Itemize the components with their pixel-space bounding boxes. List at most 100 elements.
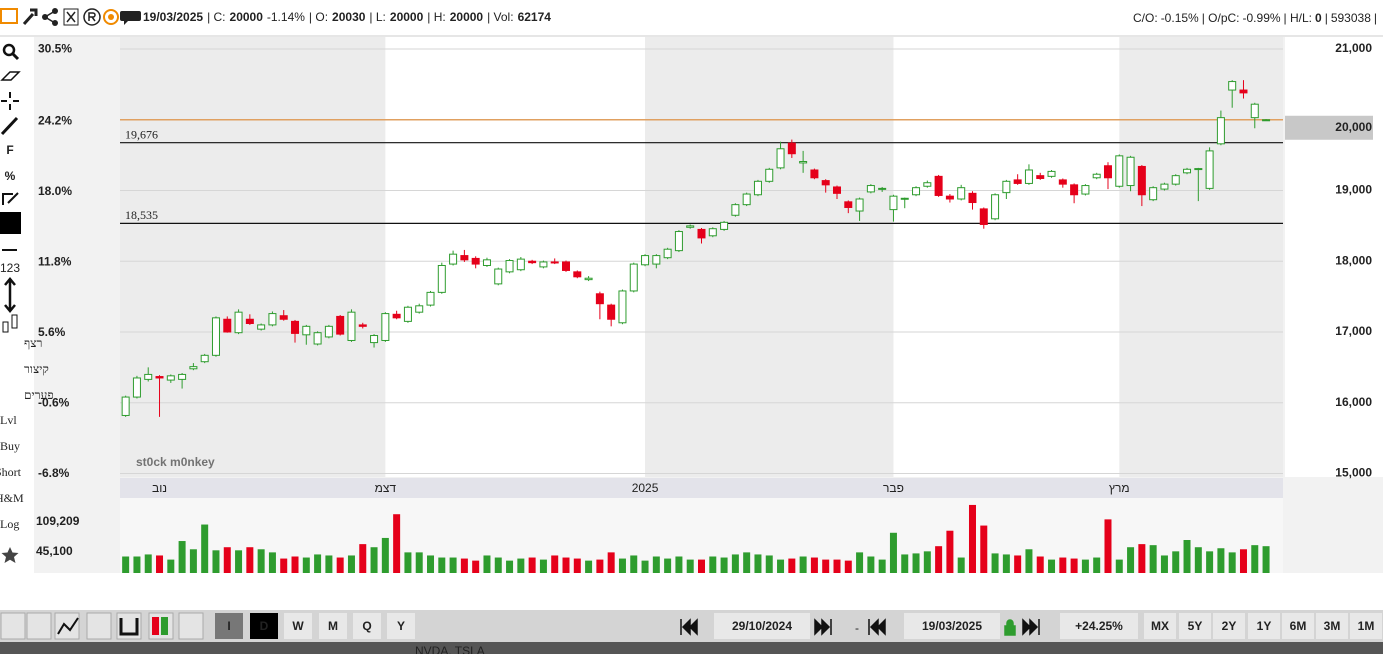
period-button[interactable] — [353, 613, 381, 639]
span-button[interactable] — [1179, 613, 1211, 639]
span-label[interactable]: 5Y — [1188, 619, 1203, 633]
watermark: st0ck m0nkey — [136, 455, 215, 469]
chat-icon[interactable] — [120, 11, 141, 25]
period-button[interactable] — [250, 613, 278, 639]
span-button[interactable] — [1213, 613, 1245, 639]
header-item: 20000 — [230, 10, 264, 24]
to-date[interactable]: 19/03/2025 — [922, 619, 982, 633]
span-label[interactable]: 2Y — [1222, 619, 1237, 633]
candle-body — [358, 324, 367, 327]
tool-label[interactable]: % — [5, 169, 16, 183]
span-label[interactable]: 1M — [1358, 619, 1375, 633]
volume-bar — [427, 555, 435, 573]
vertical-arrow-icon[interactable] — [4, 277, 16, 313]
nav-first[interactable] — [680, 618, 698, 636]
from-box[interactable] — [714, 613, 810, 639]
record-icon[interactable] — [103, 9, 119, 25]
candle-body — [731, 204, 740, 216]
nav-last[interactable] — [1022, 618, 1040, 636]
period-label[interactable]: M — [328, 619, 338, 633]
volume-bar — [291, 556, 299, 573]
tool-label[interactable]: F — [6, 143, 13, 157]
tool-label[interactable]: Short — [0, 465, 22, 479]
candle-body — [957, 187, 966, 200]
candle-body — [1205, 150, 1214, 189]
candle-body — [223, 318, 232, 333]
lock-icon[interactable] — [1004, 619, 1016, 636]
candle-body — [1126, 156, 1135, 187]
volume-bar — [1239, 549, 1247, 573]
candle-body — [776, 148, 785, 169]
tool-label[interactable]: רצף — [24, 336, 42, 350]
span-button[interactable] — [1350, 613, 1382, 639]
candle-body — [121, 396, 130, 416]
span-button[interactable] — [1248, 613, 1280, 639]
period-label[interactable]: Q — [362, 619, 371, 633]
header-stat: -0.99% — [1243, 11, 1281, 25]
line-tool-icon[interactable] — [0, 116, 19, 136]
tool-label[interactable]: H&M — [0, 491, 24, 505]
to-box[interactable] — [904, 613, 1000, 639]
volume-bar — [122, 556, 130, 573]
share-icon[interactable] — [42, 8, 58, 26]
volume-bar — [302, 557, 310, 573]
period-label[interactable]: D — [260, 619, 269, 633]
menu-icon[interactable] — [0, 8, 18, 24]
candle-icon[interactable] — [2, 314, 18, 333]
candle-body — [336, 315, 345, 335]
period-label[interactable]: W — [292, 619, 304, 633]
span-button[interactable] — [1316, 613, 1348, 639]
period-label[interactable]: Y — [397, 619, 405, 633]
period-button[interactable] — [387, 613, 415, 639]
tool-label[interactable]: Lvl — [0, 413, 17, 427]
favorite-icon[interactable] — [1, 547, 19, 563]
candle-body — [1171, 175, 1180, 185]
span-label[interactable]: 6M — [1290, 619, 1307, 633]
candle-body — [912, 187, 921, 196]
volume-bar — [822, 559, 830, 573]
volume-bar — [268, 552, 276, 573]
period-button[interactable] — [215, 613, 243, 639]
tool-label[interactable]: 123 — [0, 261, 20, 275]
span-label[interactable]: 1Y — [1257, 619, 1272, 633]
crosshair-icon[interactable] — [1, 92, 19, 110]
volume-bar — [551, 555, 559, 573]
volume-bar — [1217, 548, 1225, 573]
change-box[interactable] — [1060, 613, 1138, 639]
nav-first[interactable] — [868, 618, 886, 636]
period-button[interactable] — [319, 613, 347, 639]
from-date[interactable]: 29/10/2024 — [732, 619, 792, 633]
header-item: 62174 — [518, 10, 552, 24]
span-label[interactable]: MX — [1151, 619, 1169, 633]
candle-body — [1262, 119, 1271, 122]
save-icon[interactable] — [178, 612, 204, 640]
period-label[interactable]: I — [227, 619, 230, 633]
span-button[interactable] — [1282, 613, 1314, 639]
y-tick-label: 17,000 — [1335, 324, 1372, 338]
tool-label[interactable]: Log — [0, 517, 19, 531]
color-picker[interactable] — [0, 212, 21, 234]
tool-label[interactable]: קיצור — [24, 362, 49, 376]
period-button[interactable] — [284, 613, 312, 639]
edit-icon[interactable] — [2, 192, 19, 205]
excel-icon[interactable] — [63, 8, 79, 26]
wrench-icon[interactable] — [22, 8, 38, 26]
eraser-icon[interactable] — [0, 71, 21, 81]
registered-icon[interactable] — [83, 8, 101, 26]
nav-next[interactable] — [814, 618, 832, 636]
cursor-icon[interactable] — [26, 612, 52, 640]
search-icon[interactable] — [2, 43, 20, 61]
hlc-icon[interactable] — [86, 612, 112, 640]
volume-bar — [359, 544, 367, 573]
tool-label[interactable]: פערים — [24, 388, 54, 402]
volume-bar — [415, 552, 423, 573]
header-stat: -0.15% — [1161, 11, 1199, 25]
span-button[interactable] — [1144, 613, 1176, 639]
candle-body — [1103, 165, 1112, 179]
volume-bar — [1127, 547, 1135, 573]
span-label[interactable]: 3M — [1324, 619, 1341, 633]
header-stat: | O/pC: — [1202, 11, 1240, 25]
tool-label[interactable]: Buy — [0, 439, 20, 453]
volume-bar — [946, 530, 954, 573]
zoom-icon[interactable] — [0, 612, 26, 640]
